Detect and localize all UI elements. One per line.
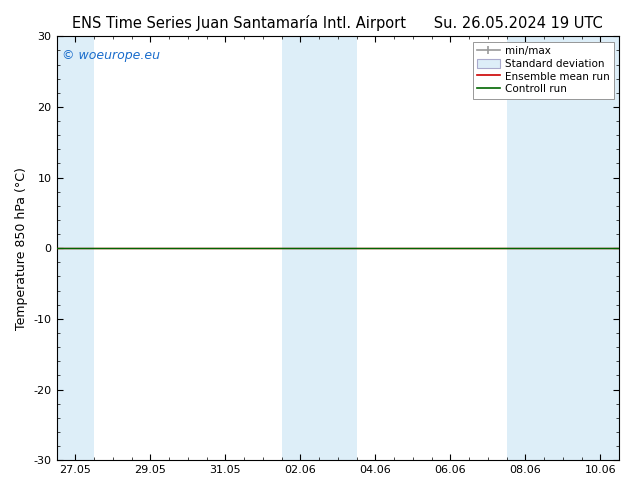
Text: © woeurope.eu: © woeurope.eu [62,49,160,62]
Bar [281,36,356,460]
Legend: min/max, Standard deviation, Ensemble mean run, Controll run: min/max, Standard deviation, Ensemble me… [472,42,614,98]
Title: ENS Time Series Juan Santamaría Intl. Airport      Su. 26.05.2024 19 UTC: ENS Time Series Juan Santamaría Intl. Ai… [72,15,603,31]
Bar [507,36,619,460]
Y-axis label: Temperature 850 hPa (°C): Temperature 850 hPa (°C) [15,167,28,330]
Bar [56,36,94,460]
